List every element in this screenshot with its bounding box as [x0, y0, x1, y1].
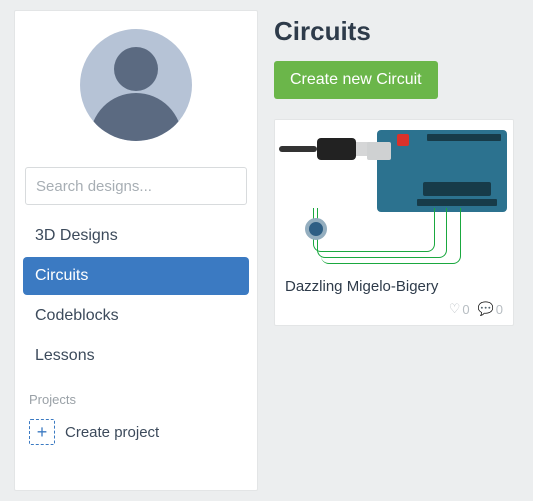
create-project-button[interactable]: + Create project [29, 415, 243, 449]
nav-item-codeblocks[interactable]: Codeblocks [23, 297, 249, 335]
card-thumbnail [275, 120, 513, 268]
comment-icon: 💬 [478, 301, 494, 317]
sidebar: 3D Designs Circuits Codeblocks Lessons P… [14, 10, 258, 491]
projects-section: Projects + Create project [15, 377, 257, 449]
design-card[interactable]: Dazzling Migelo-Bigery ♡0 💬0 [274, 119, 514, 326]
search-input[interactable] [25, 167, 247, 205]
nav-item-lessons[interactable]: Lessons [23, 337, 249, 375]
page-title: Circuits [274, 16, 519, 47]
likes-stat: ♡0 [449, 301, 470, 317]
card-title: Dazzling Migelo-Bigery [285, 278, 503, 295]
nav: 3D Designs Circuits Codeblocks Lessons [15, 215, 257, 377]
comments-stat: 💬0 [478, 301, 503, 317]
plus-icon: + [29, 419, 55, 445]
nav-item-circuits[interactable]: Circuits [23, 257, 249, 295]
main-content: Circuits Create new Circuit [274, 10, 519, 491]
usb-cable-icon [279, 136, 375, 162]
card-stats: ♡0 💬0 [275, 301, 513, 325]
avatar-section [15, 25, 257, 167]
projects-heading: Projects [29, 392, 243, 407]
potentiometer-icon [305, 218, 327, 240]
nav-item-3d-designs[interactable]: 3D Designs [23, 217, 249, 255]
heart-icon: ♡ [449, 301, 461, 317]
arduino-board-icon [377, 130, 507, 212]
avatar[interactable] [80, 29, 192, 141]
create-circuit-button[interactable]: Create new Circuit [274, 61, 438, 99]
create-project-label: Create project [65, 424, 159, 441]
